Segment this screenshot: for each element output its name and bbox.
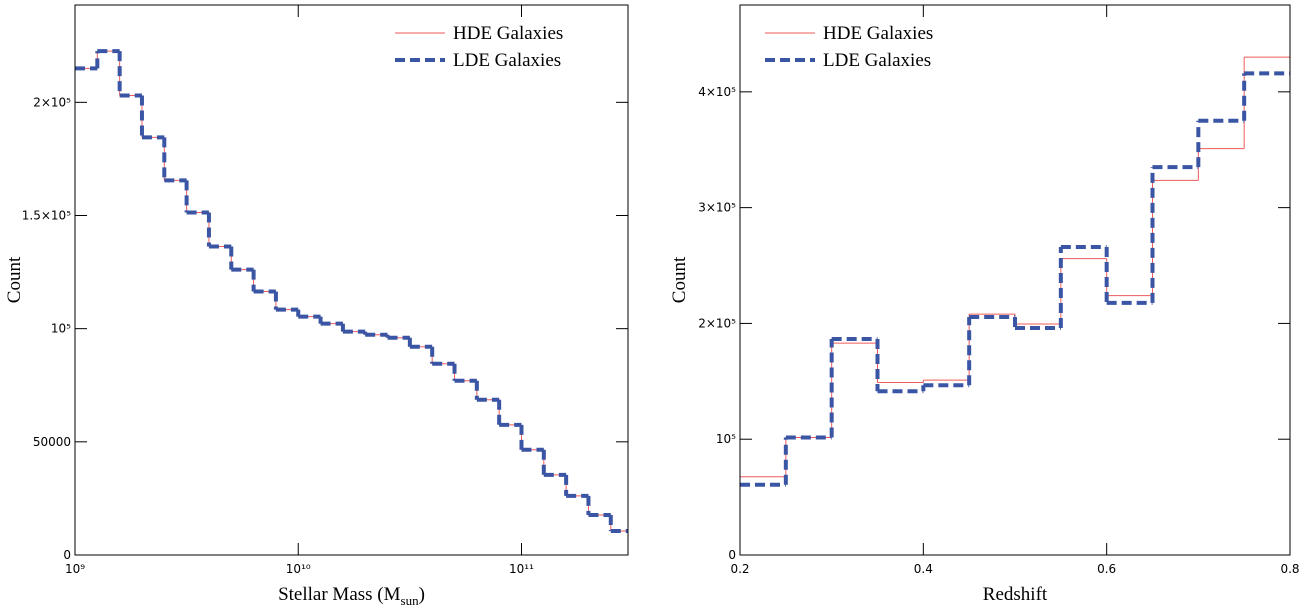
x-tick-label: 10¹⁰ — [286, 562, 311, 576]
x-tick-label: 0.8 — [1280, 562, 1299, 576]
legend-label: LDE Galaxies — [823, 50, 931, 71]
plot-frame — [739, 4, 1291, 556]
x-tick-label: 10¹¹ — [509, 562, 534, 576]
x-axis-label: Stellar Mass (Msun) — [278, 584, 425, 608]
legend-label: HDE Galaxies — [453, 23, 563, 44]
panel: 10⁹ 10¹⁰ 10¹¹ 0 50000 10⁵ 1.5×10⁵ 2×10⁵ HDE Gala… — [4, 4, 629, 608]
plot-area — [740, 56, 1290, 487]
legend-label: HDE Galaxies — [823, 23, 933, 44]
y-axis-label: Count — [669, 256, 690, 303]
x-tick-label: 0.2 — [730, 562, 749, 576]
plot-area — [75, 49, 628, 534]
x-axis-label-part: ) — [419, 584, 425, 605]
x-axis-label-part: sun — [401, 593, 420, 608]
y-tick-label: 2×10⁵ — [698, 316, 736, 330]
x-tick-label: 10⁹ — [65, 562, 85, 576]
x-axis-label-part: Stellar Mass (M — [278, 584, 401, 605]
y-tick-label: 10⁵ — [51, 322, 71, 336]
y-tick-label: 10⁵ — [716, 432, 736, 446]
y-tick-label: 3×10⁵ — [698, 201, 736, 215]
legend-label: LDE Galaxies — [453, 50, 561, 71]
y-tick-label: 2×10⁵ — [33, 95, 71, 109]
x-axis-label-part: Redshift — [983, 584, 1048, 605]
y-tick-label: 0 — [728, 548, 736, 562]
y-tick-label: 1.5×10⁵ — [22, 208, 71, 222]
y-tick-label: 0 — [63, 548, 71, 562]
y-axis-label: Count — [4, 256, 25, 303]
plot-frame — [74, 4, 629, 556]
x-axis-label: Redshift — [983, 584, 1048, 605]
x-tick-label: 0.4 — [914, 562, 933, 576]
x-tick-label: 0.6 — [1097, 562, 1116, 576]
y-tick-label: 50000 — [33, 435, 71, 449]
panel: 0.2 0.4 0.6 0.8 0 10⁵ 2×10⁵ 3×10⁵ 4×10⁵ HDE Galax… — [669, 4, 1300, 605]
y-tick-label: 4×10⁵ — [698, 85, 736, 99]
